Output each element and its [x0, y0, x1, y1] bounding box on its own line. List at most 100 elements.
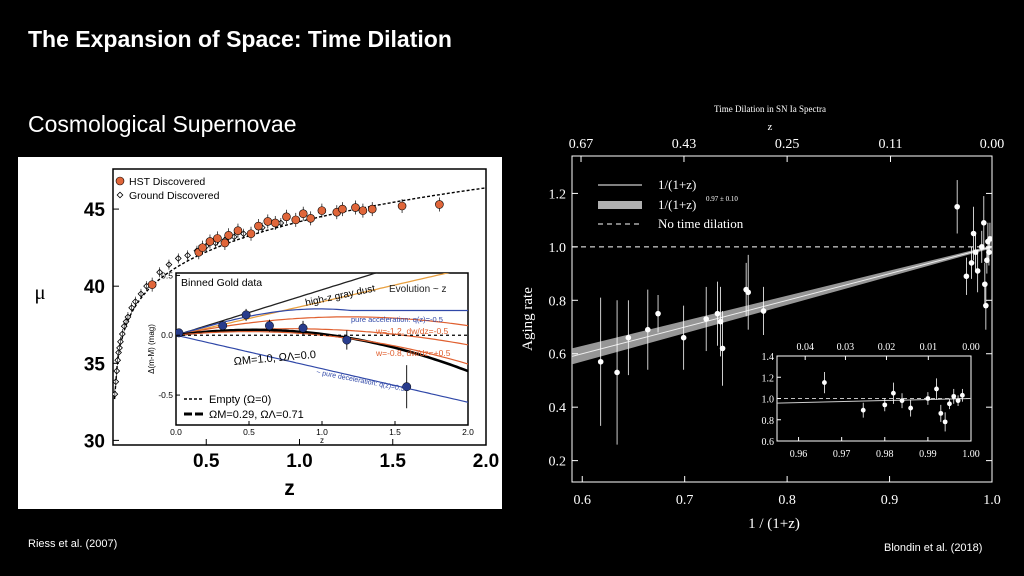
aging-rate-point	[986, 249, 992, 255]
hubble-diagram-panel: 30 35 40 45 0.5 1.0 1.5 2.0 z μ HST Discovered Grou…	[18, 157, 502, 509]
aging-rate-point	[963, 273, 970, 280]
x-tick-label: 1.0	[286, 451, 312, 472]
expected-line	[572, 246, 992, 357]
inset-top-tick-label: 0.01	[920, 342, 938, 353]
y-axis-label: Aging rate	[520, 287, 536, 351]
aging-rate-point	[760, 308, 767, 314]
x-axis-label: 1 / (1+z)	[748, 516, 800, 532]
inset-point	[959, 392, 965, 398]
hst-discovered-point	[282, 212, 291, 222]
inset-x-tick-label: 1.00	[962, 449, 980, 460]
hst-discovered-point	[358, 206, 368, 215]
inset-point	[891, 390, 896, 396]
legend-label-2: 1/(1+z)	[658, 197, 696, 212]
inset-x-tick-label: 0.97	[833, 449, 851, 460]
legend-ground-marker	[116, 191, 124, 199]
x-tick-label: 2.0	[473, 451, 499, 472]
aging-rate-point	[982, 281, 988, 288]
hst-discovered-point	[397, 201, 407, 211]
y-axis-label: μ	[34, 280, 45, 304]
inset-point	[951, 393, 957, 399]
inset-x-tick-label: 0.98	[876, 449, 894, 460]
time-dilation-chart: Time Dilation in SN Ia Spectra z 0.2 0.4 0.6…	[520, 104, 1005, 532]
hst-discovered-point	[270, 218, 280, 228]
hubble-fit-group	[113, 187, 486, 400]
credit-left: Riess et al. (2007)	[28, 538, 118, 550]
slide-subtitle: Cosmological Supernovae	[28, 111, 297, 137]
binned-gold-point	[241, 310, 251, 320]
acceleration-label: pure acceleration: q(z)=-0.5	[351, 315, 443, 324]
binned-gold-point	[218, 321, 228, 331]
inset-point	[899, 398, 905, 404]
w2-label: w=-0.8, dw/dz=+0.5	[375, 348, 451, 358]
inset-point	[955, 398, 961, 404]
x-axis-label: z	[284, 477, 295, 500]
inset-x-tick-label: 0.0	[170, 427, 182, 437]
aging-rate-point	[974, 268, 981, 274]
aging-rate-point	[987, 236, 992, 242]
hst-discovered-point	[435, 200, 444, 209]
inset-point	[882, 402, 888, 408]
inset-x-label: z	[320, 436, 324, 445]
inset-group	[777, 371, 971, 432]
legend-empty-label: Empty (Ω=0)	[209, 394, 271, 406]
hst-discovered-point	[205, 237, 215, 246]
inset-fit-line	[777, 398, 971, 404]
inset-point	[938, 410, 944, 416]
top-tick-label: 0.00	[980, 137, 1005, 152]
best-fit-curve	[176, 328, 468, 373]
y-tick-label: 40	[84, 277, 105, 298]
time-dilation-panel: Time Dilation in SN Ia Spectra z 0.2 0.4 0.6…	[516, 100, 1016, 540]
inset-top-tick-label: 0.02	[878, 342, 896, 353]
inset-title: Binned Gold data	[181, 277, 262, 289]
credit-right: Blondin et al. (2018)	[884, 542, 983, 554]
inset-point	[822, 380, 827, 385]
inset-x-tick-label: 0.5	[243, 427, 255, 437]
inset-point	[925, 396, 931, 401]
hubble-fit-curve	[113, 187, 486, 400]
inset-y-tick-label: 0.8	[762, 416, 775, 427]
aging-rate-point	[745, 289, 751, 296]
inset-x-tick-label: 1.0	[316, 427, 328, 437]
inset-point	[860, 407, 866, 413]
plot-frame	[571, 155, 993, 483]
hst-discovered-point	[213, 234, 222, 243]
inset-y-tick-label: 0.5	[161, 270, 173, 280]
inset-top-tick-label: 0.03	[837, 342, 855, 353]
hst-discovered-point	[224, 231, 233, 240]
inset-top-tick-label: 0.00	[962, 342, 980, 353]
y-tick-label: 0.8	[549, 294, 567, 309]
y-tick-label: 0.4	[549, 401, 567, 416]
aging-rate-point	[714, 310, 721, 317]
hst-discovered-point	[254, 221, 263, 231]
hst-discovered-point	[220, 238, 230, 248]
aging-rate-point	[625, 334, 632, 341]
y-tick-label: 1.0	[549, 241, 567, 256]
hst-discovered-point	[198, 243, 207, 252]
top-tick-label: 0.25	[775, 137, 800, 152]
hst-discovered-point	[147, 280, 157, 289]
inset-point	[908, 405, 914, 411]
aging-rate-point	[978, 244, 985, 250]
top-tick-label: 0.11	[878, 137, 902, 152]
slide-title: The Expansion of Space: Time Dilation	[28, 26, 452, 52]
y-tick-label: 1.2	[549, 187, 567, 202]
hst-discovered-point	[306, 214, 315, 223]
legend-band	[598, 201, 642, 209]
hst-discovered-point	[298, 209, 308, 219]
inset-top-tick-label: 0.04	[796, 342, 814, 353]
legend-hst-label: HST Discovered	[129, 176, 205, 188]
legend-bestfit-label: ΩM=0.29, ΩΛ=0.71	[209, 409, 304, 421]
y-tick-label: 45	[84, 200, 106, 221]
x-tick-label: 1.0	[983, 493, 1001, 508]
aging-rate-point	[954, 203, 960, 210]
inset-y-tick-label: 0.0	[161, 330, 173, 340]
inset-x-tick-label: 1.5	[389, 427, 401, 437]
aging-rate-point	[655, 310, 661, 317]
y-tick-label: 0.2	[549, 455, 567, 470]
aging-rate-point	[597, 358, 604, 365]
hst-discovered-point	[317, 206, 327, 215]
binned-gold-point	[342, 335, 352, 345]
evolution-label: Evolution ~ z	[389, 284, 447, 295]
hst-discovered-point	[351, 203, 360, 212]
